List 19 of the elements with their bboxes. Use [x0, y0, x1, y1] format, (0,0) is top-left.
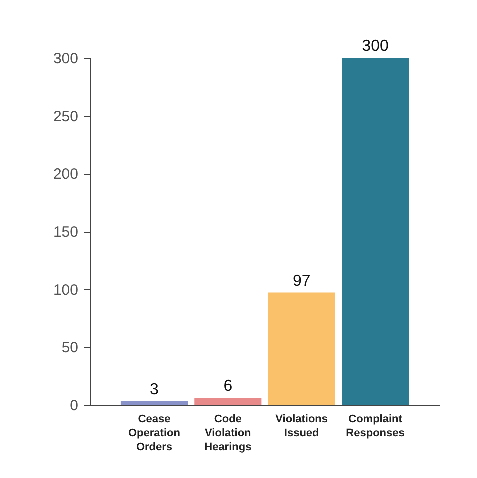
x-tick-label: Code Violation Hearings [204, 414, 252, 454]
x-tick-label: Violations Issued [276, 414, 328, 440]
y-tick-label: 150 [53, 224, 78, 241]
bar [120, 402, 188, 405]
y-tick-label: 200 [53, 166, 78, 184]
y-tick-label: 100 [53, 282, 78, 299]
y-tick-label: 300 [53, 50, 78, 68]
y-tick-label: 0 [70, 398, 78, 414]
data-label: 300 [362, 38, 389, 55]
x-tick-label: Complaint Responses [346, 414, 405, 440]
data-label: 97 [292, 272, 311, 290]
bar [268, 292, 336, 405]
bar [342, 58, 410, 405]
y-tick-label: 50 [62, 340, 78, 357]
data-label: 6 [224, 378, 233, 396]
data-label: 3 [150, 382, 160, 399]
y-tick-label: 250 [53, 108, 78, 126]
bar [194, 398, 262, 405]
x-tick-label: Cease Operation Orders [128, 414, 181, 454]
